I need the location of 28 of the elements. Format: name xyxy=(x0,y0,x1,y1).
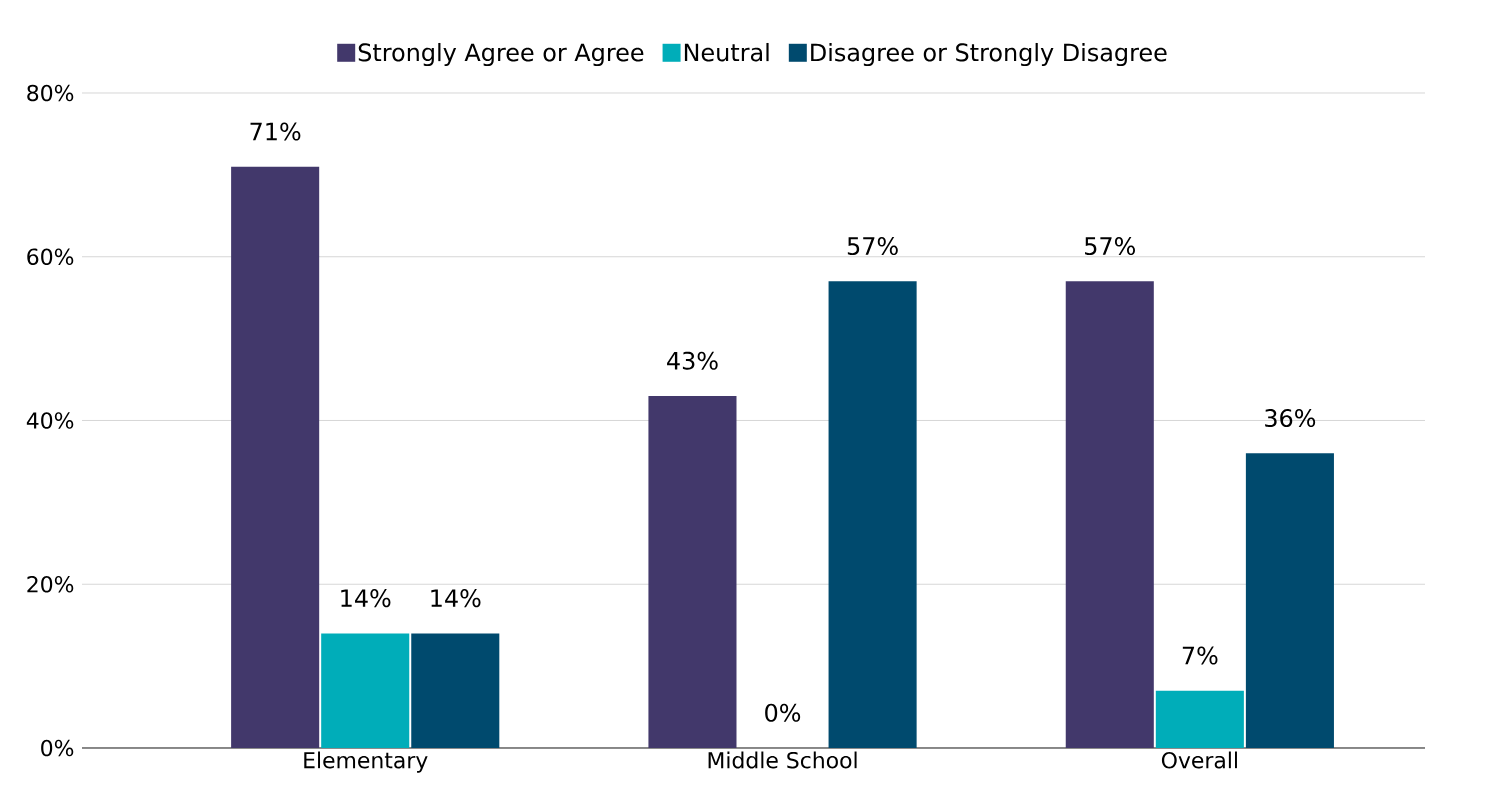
y-tick-label: 80% xyxy=(27,84,74,102)
x-tick-label: Overall xyxy=(1161,751,1237,769)
data-label: 0% xyxy=(765,703,801,722)
data-label: 7% xyxy=(1182,646,1218,665)
bar xyxy=(231,166,320,748)
data-label: 14% xyxy=(431,589,481,608)
data-label: 57% xyxy=(847,237,898,256)
bar xyxy=(828,281,917,748)
y-tick-label: 20% xyxy=(27,575,74,593)
bar xyxy=(321,633,410,748)
bar xyxy=(1065,281,1154,748)
bar xyxy=(1245,453,1334,748)
data-label: 43% xyxy=(667,351,718,370)
y-tick-label: 0% xyxy=(41,739,74,757)
legend-label: Strongly Agree or Agree xyxy=(358,42,644,67)
bar xyxy=(648,395,737,748)
legend-label: Neutral xyxy=(684,42,769,62)
x-tick-label: Middle School xyxy=(708,751,857,769)
data-label: 14% xyxy=(341,589,391,608)
bar xyxy=(1155,690,1244,748)
legend-label: Disagree or Strongly Disagree xyxy=(811,42,1167,67)
data-label: 36% xyxy=(1265,408,1316,428)
data-label: 57% xyxy=(1085,237,1136,256)
x-tick-label: Elementary xyxy=(304,751,428,773)
bar xyxy=(411,633,500,748)
y-tick-label: 40% xyxy=(26,412,74,429)
y-tick-label: 60% xyxy=(27,248,74,266)
data-label: 71% xyxy=(250,122,301,141)
